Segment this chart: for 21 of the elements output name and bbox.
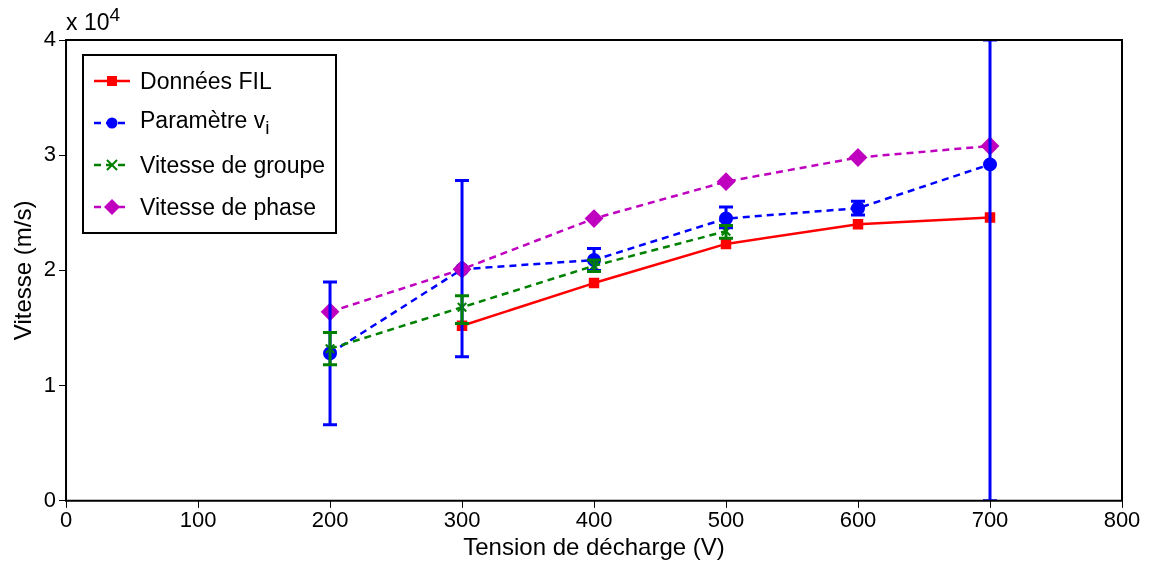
legend-label: Vitesse de phase (140, 193, 317, 221)
y-tick-label: 3 (43, 141, 57, 167)
y-tick-label: 2 (43, 256, 57, 282)
x-tick-label: 800 (1103, 507, 1141, 533)
x-tick-label: 700 (971, 507, 1009, 533)
x-tick-label: 500 (707, 507, 745, 533)
x-tick-label: 600 (839, 507, 877, 533)
x-tick-label: 300 (443, 507, 481, 533)
x-tick-label: 200 (311, 507, 349, 533)
text: x 10$^{4}$ (66, 4, 121, 36)
x-tick-label: 0 (59, 507, 73, 533)
y-tick-label: 1 (43, 371, 57, 397)
legend-label: Vitesse de groupe (140, 151, 326, 179)
y-tick-label: 4 (43, 26, 57, 52)
x-tick-label: 100 (179, 507, 217, 533)
y-axis-title: Vitesse (m/s) (9, 200, 37, 341)
legend-label: Paramètre v$_{i}$ (140, 107, 270, 139)
x-tick-label: 400 (575, 507, 613, 533)
y-tick-label: 0 (43, 486, 57, 512)
legend-label: Données FIL (140, 67, 272, 95)
x-axis-title: Tension de décharge (V) (463, 533, 725, 561)
